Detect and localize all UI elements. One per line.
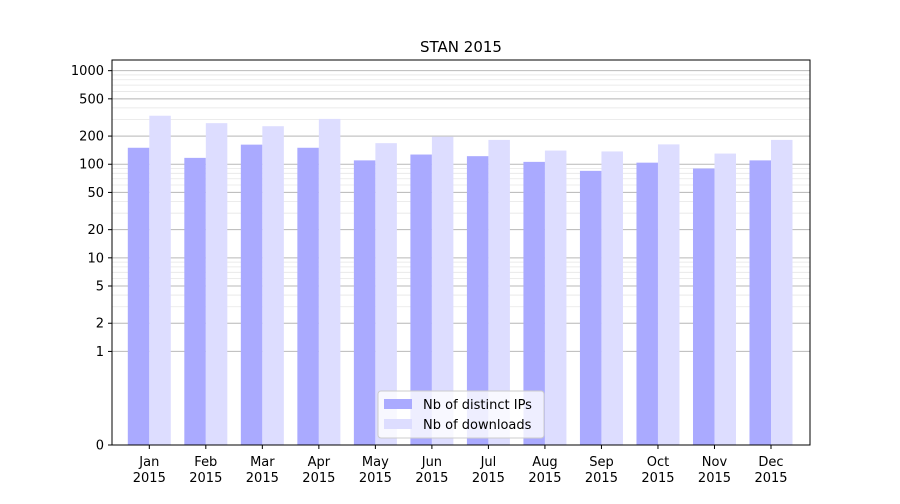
chart-title: STAN 2015: [420, 38, 502, 56]
bar-distinct-ips: [749, 160, 772, 445]
bar-downloads: [149, 115, 171, 445]
y-tick-label: 50: [87, 186, 104, 201]
x-tick-label: Jul 2015: [472, 455, 505, 486]
y-tick-label: 0: [96, 439, 104, 454]
x-tick-label: Apr 2015: [302, 455, 335, 486]
legend-label: Nb of distinct IPs: [423, 398, 532, 413]
x-tick-label: Dec 2015: [754, 455, 787, 486]
bar-downloads: [318, 118, 341, 445]
bar-downloads: [544, 150, 567, 445]
y-tick-label: 5: [96, 280, 104, 295]
bar-distinct-ips: [466, 156, 489, 445]
x-tick-label: Mar 2015: [246, 455, 279, 486]
x-tick-label: Feb 2015: [189, 455, 222, 486]
bar-downloads: [488, 139, 510, 445]
legend-swatch: [384, 399, 412, 409]
plot-frame: [111, 59, 811, 446]
y-tick-label: 100: [79, 158, 104, 173]
legend: Nb of distinct IPs Nb of downloads: [377, 390, 545, 439]
legend-box: [377, 390, 545, 439]
y-tick-label: 1: [96, 345, 104, 360]
bar-distinct-ips: [297, 147, 319, 445]
bar-distinct-ips: [410, 154, 432, 445]
bar-distinct-ips: [692, 168, 715, 445]
x-tick-label: Jan 2015: [133, 455, 166, 486]
x-tick-label: Oct 2015: [641, 455, 674, 486]
x-tick-label: Aug 2015: [528, 455, 561, 486]
bar-distinct-ips: [523, 161, 545, 445]
x-tick-label: May 2015: [359, 455, 392, 486]
x-axis: Jan 2015 Feb 2015 Mar 2015 Apr 2015 May 2015 Jun 20…: [133, 445, 788, 486]
bar-distinct-ips: [240, 144, 263, 445]
bar-downloads: [657, 144, 680, 445]
y-axis: 0 1 2 5 10 20 50 100 200 500 1000: [71, 64, 112, 454]
y-tick-label: 20: [87, 223, 104, 238]
bar-distinct-ips: [127, 147, 150, 445]
bar-downloads: [714, 153, 736, 446]
x-tick-label: Nov 2015: [698, 455, 731, 486]
y-tick-label: 2: [96, 317, 104, 332]
bar-downloads: [601, 151, 623, 446]
bar-distinct-ips: [184, 157, 206, 446]
bar-distinct-ips: [636, 162, 658, 445]
legend-swatch: [384, 419, 412, 429]
y-tick-label: 200: [79, 130, 104, 145]
x-tick-label: Sep 2015: [585, 455, 618, 486]
bar-downloads: [262, 126, 284, 445]
legend-label: Nb of downloads: [423, 418, 532, 433]
y-tick-label: 10: [87, 251, 104, 266]
y-tick-label: 1000: [71, 64, 104, 79]
x-tick-label: Jun 2015: [415, 455, 448, 486]
bar-downloads: [431, 136, 454, 445]
bar-downloads: [771, 139, 793, 445]
bar-distinct-ips: [579, 170, 602, 446]
bar-distinct-ips: [353, 160, 376, 445]
bars: [127, 115, 793, 446]
bar-downloads: [375, 143, 397, 445]
y-tick-label: 500: [79, 92, 104, 107]
bar-downloads: [205, 123, 228, 446]
